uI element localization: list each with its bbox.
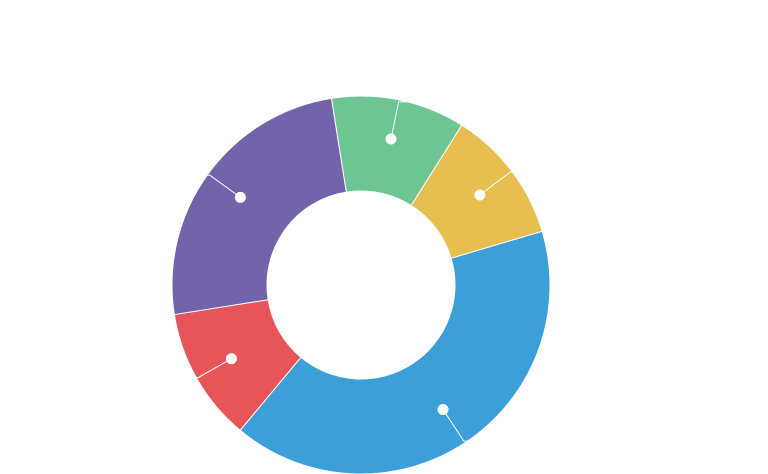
leader-dot-4 <box>225 353 237 365</box>
leader-line-3 <box>442 409 472 442</box>
donut-slice-3[interactable] <box>239 230 551 474</box>
leader-line-5 <box>201 174 241 198</box>
leader-line-1 <box>390 101 407 140</box>
donut-slices <box>171 95 551 474</box>
leader-dot-3 <box>437 404 449 416</box>
donut-slice-5[interactable] <box>171 97 347 316</box>
leader-line-2 <box>479 171 519 196</box>
leader-dot-1 <box>385 133 397 145</box>
leader-dot-2 <box>474 189 486 201</box>
leader-line-4 <box>190 358 232 378</box>
leader-dot-5 <box>234 191 246 203</box>
slice-leader-lines <box>190 101 519 442</box>
